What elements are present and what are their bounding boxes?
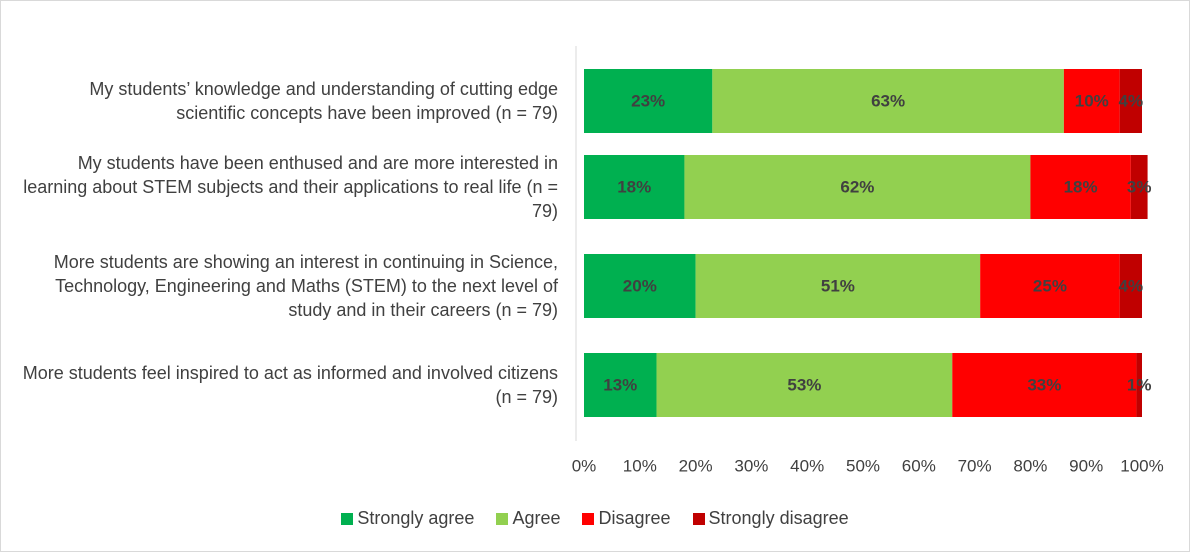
x-tick-label: 0%: [572, 456, 597, 475]
bar-segment: [584, 254, 696, 318]
legend-swatch: [496, 512, 509, 525]
legend-swatch: [692, 512, 705, 525]
x-tick-label: 80%: [1013, 456, 1047, 475]
bar-segment: [1119, 69, 1142, 133]
legend-swatch: [582, 512, 595, 525]
x-tick-label: 30%: [734, 456, 768, 475]
bar-segment: [1119, 254, 1142, 318]
x-tick-label: 70%: [958, 456, 992, 475]
x-tick-label: 40%: [790, 456, 824, 475]
data-label: 25%: [1033, 276, 1067, 295]
bar-segment: [952, 353, 1137, 417]
legend-label: Agree: [512, 508, 561, 528]
x-tick-label: 50%: [846, 456, 880, 475]
data-label: 63%: [871, 91, 905, 110]
x-tick-label: 90%: [1069, 456, 1103, 475]
x-tick-label: 100%: [1120, 456, 1163, 475]
data-label: 4%: [1119, 276, 1144, 295]
data-label: 33%: [1027, 375, 1061, 394]
data-label: 62%: [840, 177, 874, 196]
legend-label: Strongly disagree: [708, 508, 849, 528]
data-label: 3%: [1127, 177, 1152, 196]
legend-label: Strongly agree: [357, 508, 475, 528]
bar-segment: [584, 155, 685, 219]
legend-label: Disagree: [598, 508, 671, 528]
bar-segment: [584, 69, 713, 133]
data-label: 51%: [821, 276, 855, 295]
x-tick-label: 10%: [623, 456, 657, 475]
x-tick-label: 20%: [679, 456, 713, 475]
category-label: My students’ knowledge and understanding…: [89, 79, 558, 123]
data-label: 53%: [787, 375, 821, 394]
legend-item: Strongly disagree: [692, 508, 849, 529]
data-label: 18%: [617, 177, 651, 196]
bar-segment: [712, 69, 1064, 133]
legend-swatch: [341, 512, 354, 525]
category-label: More students feel inspired to act as in…: [22, 363, 558, 407]
legend: Strongly agree Agree Disagree Strongly disa…: [1, 508, 1189, 529]
legend-item: Agree: [496, 508, 560, 529]
data-label: 10%: [1075, 91, 1109, 110]
bar-segment: [1030, 155, 1131, 219]
data-label: 1%: [1127, 375, 1152, 394]
data-label: 4%: [1119, 91, 1144, 110]
bar-segment: [656, 353, 953, 417]
category-label: My students have been enthused and are m…: [23, 153, 558, 221]
bar-segment: [684, 155, 1031, 219]
bar-segment: [695, 254, 981, 318]
data-label: 20%: [623, 276, 657, 295]
category-label: More students are showing an interest in…: [53, 252, 558, 320]
data-label: 13%: [603, 375, 637, 394]
data-label: 18%: [1064, 177, 1098, 196]
legend-item: Strongly agree: [341, 508, 474, 529]
x-tick-label: 60%: [902, 456, 936, 475]
bar-segment: [584, 353, 657, 417]
bar-segment: [1063, 69, 1120, 133]
legend-item: Disagree: [582, 508, 671, 529]
bar-segment: [1136, 353, 1142, 417]
bar-segment: [980, 254, 1120, 318]
bar-segment: [1130, 155, 1148, 219]
data-label: 23%: [631, 91, 665, 110]
